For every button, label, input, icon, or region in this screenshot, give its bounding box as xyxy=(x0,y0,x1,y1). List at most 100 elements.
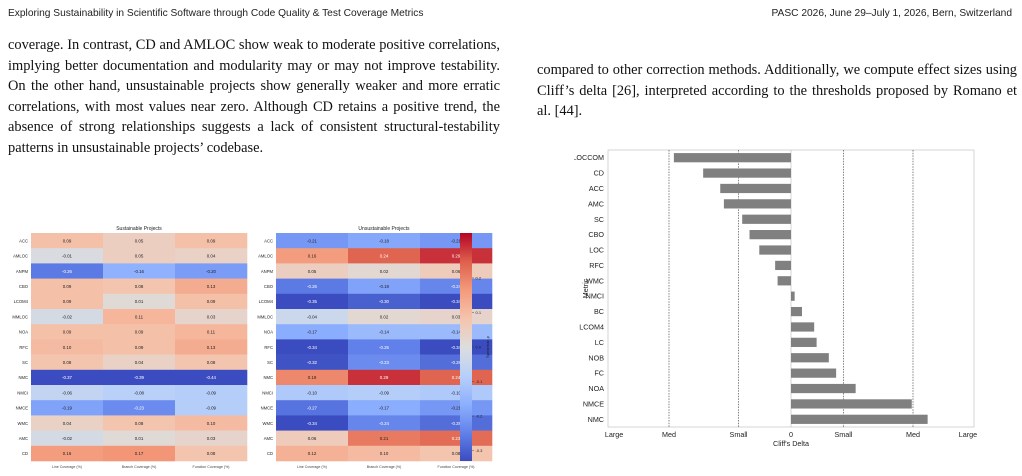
metric-tick-label: LCOM4 xyxy=(579,322,604,331)
heatmap-cell xyxy=(420,324,493,340)
colorbar xyxy=(460,233,472,461)
heatmap-cell xyxy=(420,415,493,431)
effect-size-bar xyxy=(791,337,817,347)
heatmap-cell xyxy=(348,445,421,462)
x-tick-label: Large xyxy=(959,430,977,439)
heatmap-cell-value: -0.08 xyxy=(134,390,145,395)
heatmap-cell-value: -0.37 xyxy=(62,375,73,380)
heatmap-row-label: ANPM xyxy=(261,269,274,274)
heatmap-cell xyxy=(103,385,176,401)
metric-tick-label: CBO xyxy=(588,230,604,239)
heatmap-cell xyxy=(348,293,421,310)
heatmap-cell xyxy=(103,415,176,431)
heatmap-panel: Unsustainable Projects ACC -0.21 -0.18 -0.21… xyxy=(257,226,493,469)
heatmap-cell xyxy=(175,263,248,279)
colorbar-tick-label: 0.2 xyxy=(476,275,482,280)
heatmap-cell-value: -0.26 xyxy=(307,284,318,289)
effect-size-bar xyxy=(791,368,837,378)
x-tick-label: Small xyxy=(834,430,852,439)
heatmap-row-label: NOA xyxy=(19,330,28,335)
heatmap-cell xyxy=(175,324,248,340)
heatmap-cell-value: -0.23 xyxy=(379,360,390,365)
heatmap-cell-value: -0.16 xyxy=(134,269,145,274)
heatmap-row-label: AMC xyxy=(19,436,28,441)
heatmap-cell xyxy=(276,369,349,386)
heatmap-cell xyxy=(348,248,421,264)
heatmap-column-label: Line Coverage (%) xyxy=(297,465,327,469)
y-axis-label: Metric xyxy=(581,278,590,298)
metric-tick-label: NOB xyxy=(588,353,604,362)
effect-size-bar xyxy=(791,291,795,301)
heatmap-cell-value: 0.08 xyxy=(63,360,72,365)
left-column-paragraph: coverage. In contrast, CD and AMLOC show… xyxy=(8,37,500,156)
heatmap-cell xyxy=(420,248,493,264)
effect-size-bar xyxy=(759,245,791,255)
heatmap-cell xyxy=(175,293,248,310)
heatmap-cell-value: -0.39 xyxy=(134,375,145,380)
heatmap-cell xyxy=(420,385,493,401)
heatmap-cell-value: -0.02 xyxy=(62,314,73,319)
heatmap-cell xyxy=(348,309,421,325)
heatmap-cell xyxy=(31,324,104,340)
heatmap-cell-value: 0.08 xyxy=(452,451,461,456)
x-tick-label: Small xyxy=(730,430,748,439)
heatmap-cell xyxy=(420,339,493,355)
heatmap-cell xyxy=(175,430,248,447)
heatmap-cell-value: 0.05 xyxy=(308,269,317,274)
heatmap-cell-value: -0.30 xyxy=(379,299,390,304)
cliffs-delta-bar-chart: LOCCOM CD ACC AMC SC CBO LOC RFC WMC NMCI BC LCOM4 L… xyxy=(574,149,977,448)
heatmap-cell-value: -0.21 xyxy=(307,238,318,243)
heatmap-cell xyxy=(175,278,248,295)
metric-tick-label: NMCI xyxy=(586,292,604,301)
colorbar-tick-label: -0.3 xyxy=(476,448,484,453)
colorbar-tick-label: -0.2 xyxy=(476,414,484,419)
heatmap-cell xyxy=(103,430,176,447)
heatmap-cell-value: -0.34 xyxy=(451,299,462,304)
heatmap-cell xyxy=(103,400,176,416)
heatmap-cell xyxy=(420,445,493,462)
metric-tick-label: LOCCOM xyxy=(574,153,604,162)
heatmap-column-label: Function Coverage (%) xyxy=(193,465,230,469)
heatmap-row-label: ANPM xyxy=(16,269,29,274)
metric-tick-label: WMC xyxy=(586,276,604,285)
metric-tick-label: NMC xyxy=(588,415,604,424)
heatmap-cell xyxy=(103,293,176,310)
heatmap-cell xyxy=(348,385,421,401)
heatmap-cell-value: 0.05 xyxy=(135,238,144,243)
heatmap-cell xyxy=(31,263,104,279)
heatmap-cell-value: 0.05 xyxy=(135,254,144,259)
heatmap-cell xyxy=(103,309,176,325)
heatmap-cell xyxy=(31,430,104,447)
heatmap-cell xyxy=(420,263,493,279)
heatmap-cell xyxy=(348,354,421,371)
heatmap-cell-value: 0.12 xyxy=(308,451,317,456)
heatmap-row-label: NMCI xyxy=(262,390,273,395)
effect-size-bar xyxy=(720,183,791,194)
heatmap-cell-value: 0.04 xyxy=(207,254,216,259)
heatmap-cell-value: -0.28 xyxy=(451,421,462,426)
heatmap-cell-value: 0.08 xyxy=(135,421,144,426)
heatmap-row-label: CBO xyxy=(19,284,29,289)
heatmap-row-label: AMLOC xyxy=(258,254,273,259)
heatmap-cell xyxy=(31,385,104,401)
heatmap-cell xyxy=(31,339,104,355)
heatmap-row-label: NOA xyxy=(264,330,273,335)
heatmap-cell xyxy=(175,233,248,249)
heatmap-cell-value: 0.06 xyxy=(308,436,317,441)
heatmap-cell-value: 0.04 xyxy=(135,360,144,365)
heatmap-cell xyxy=(31,233,104,249)
heatmap-row-label: WMC xyxy=(263,421,273,426)
heatmap-cell-value: 0.16 xyxy=(63,451,72,456)
metric-tick-label: AMC xyxy=(588,199,604,208)
heatmap-cell xyxy=(31,309,104,325)
x-tick-label: Med xyxy=(906,430,920,439)
heatmap-cell-value: -0.18 xyxy=(379,238,390,243)
heatmap-cell xyxy=(103,263,176,279)
heatmap-cell-value: 0.09 xyxy=(63,330,72,335)
running-header-venue: PASC 2026, June 29–July 1, 2026, Bern, S… xyxy=(771,8,1013,19)
heatmap-cell xyxy=(31,400,104,416)
heatmap-cell-value: 0.19 xyxy=(308,375,317,380)
heatmap-cell-value: 0.03 xyxy=(452,314,461,319)
heatmap-cell xyxy=(276,415,349,431)
heatmap-cell-value: 0.02 xyxy=(380,314,389,319)
